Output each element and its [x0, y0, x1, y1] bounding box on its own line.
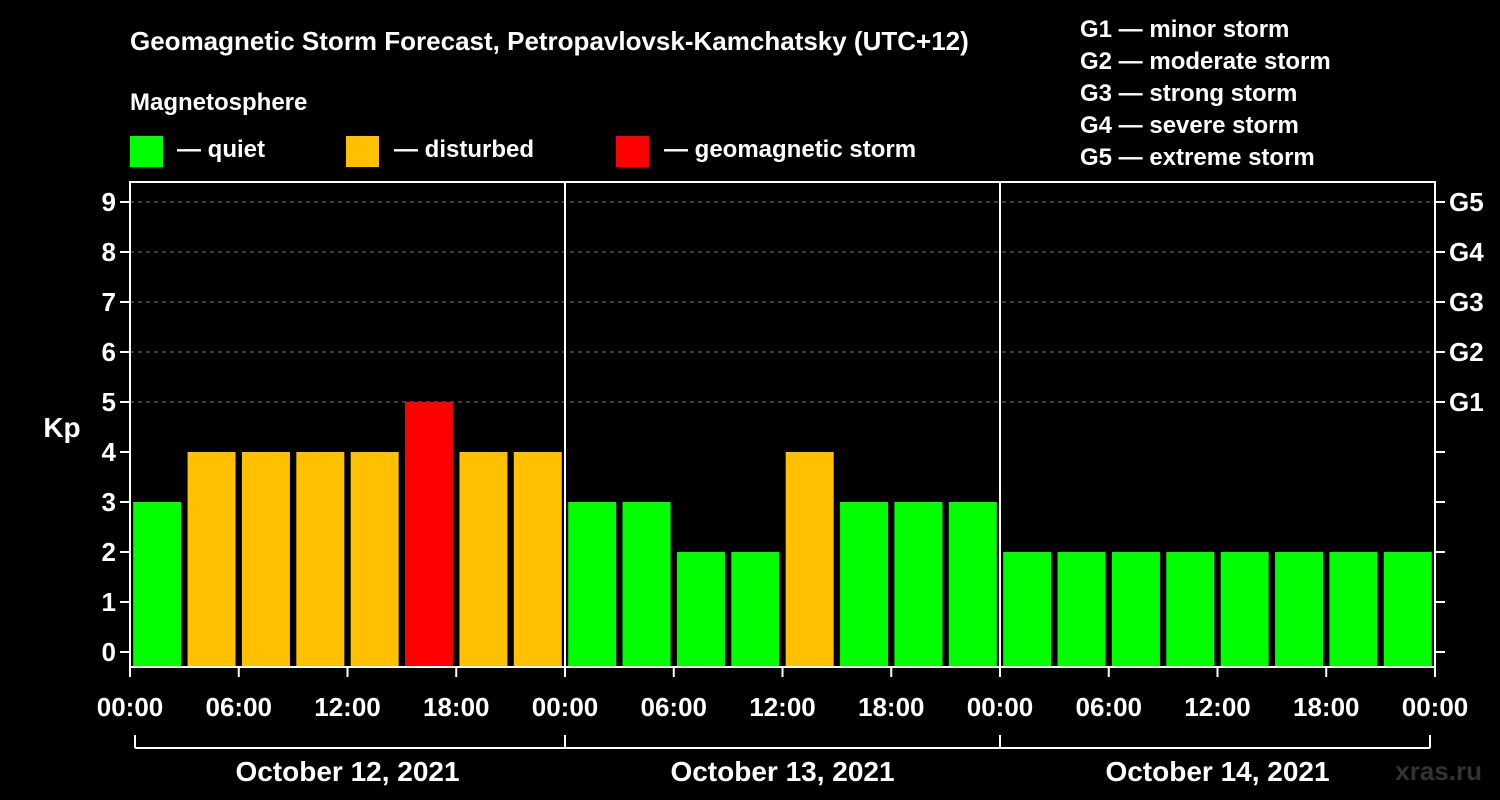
- g-scale-label: G3: [1449, 287, 1484, 317]
- bar-kp: [785, 452, 834, 667]
- bar-kp: [948, 502, 997, 667]
- storm-scale-g5: G5 — extreme storm: [1080, 144, 1315, 171]
- y-tick-label: 2: [102, 537, 116, 567]
- x-tick-label: 00:00: [532, 692, 599, 722]
- g-scale-axis: G1 G2 G3 G4 G5: [1435, 187, 1484, 653]
- bar-kp: [133, 502, 182, 667]
- g-scale-label: G5: [1449, 187, 1484, 217]
- storm-scale-g4: G4 — severe storm: [1080, 112, 1299, 139]
- bar-kp: [1329, 552, 1378, 667]
- x-tick-label: 00:00: [1402, 692, 1469, 722]
- x-tick-label: 06:00: [641, 692, 708, 722]
- legend-title: Magnetosphere: [130, 89, 307, 116]
- plot-frame: [129, 181, 1436, 668]
- g-scale-label: G2: [1449, 337, 1484, 367]
- bar-kp: [676, 552, 725, 667]
- bar-kp: [1220, 552, 1269, 667]
- g-scale-label: G1: [1449, 387, 1484, 417]
- x-tick-label: 12:00: [314, 692, 381, 722]
- watermark: xras.ru: [1395, 756, 1482, 786]
- x-tick-label: 18:00: [423, 692, 490, 722]
- legend-label-storm: — geomagnetic storm: [664, 136, 916, 163]
- bar-kp: [840, 502, 889, 667]
- y-axis: 0 1 2 3 4 5 6 7 8 9: [102, 187, 130, 667]
- x-tick-label: 00:00: [97, 692, 164, 722]
- y-tick-label: 8: [102, 237, 116, 267]
- bar-kp: [1166, 552, 1215, 667]
- bar-kp: [296, 452, 345, 667]
- legend-swatch-quiet: [130, 136, 163, 167]
- x-tick-label: 06:00: [206, 692, 273, 722]
- x-tick-label: 18:00: [1293, 692, 1360, 722]
- day-labels: October 12, 2021 October 13, 2021 October …: [134, 735, 1431, 787]
- bar-kp: [405, 402, 454, 667]
- bar-kp: [241, 452, 290, 667]
- storm-scale-g3: G3 — strong storm: [1080, 80, 1297, 107]
- y-tick-label: 3: [102, 487, 116, 517]
- bars: [133, 402, 1432, 667]
- x-tick-label: 12:00: [1184, 692, 1251, 722]
- bar-kp: [1057, 552, 1106, 667]
- bar-kp: [731, 552, 780, 667]
- storm-scale-g2: G2 — moderate storm: [1080, 48, 1331, 75]
- grid-lines: [130, 201, 1435, 403]
- y-axis-label: Kp: [43, 412, 80, 443]
- y-tick-label: 0: [102, 637, 116, 667]
- bar-kp: [513, 452, 562, 667]
- bar-kp: [459, 452, 508, 667]
- x-tick-label: 18:00: [858, 692, 925, 722]
- y-tick-label: 1: [102, 587, 116, 617]
- bar-kp: [1111, 552, 1160, 667]
- x-axis: 00:00 06:00 12:00 18:00 00:00 06:00 12:00 18:00…: [97, 667, 1469, 722]
- bar-kp: [350, 452, 399, 667]
- y-tick-label: 9: [102, 187, 116, 217]
- legend-label-quiet: — quiet: [177, 136, 265, 163]
- bar-kp: [622, 502, 671, 667]
- legend: — quiet — disturbed — geomagnetic storm: [130, 136, 916, 167]
- y-tick-label: 5: [102, 387, 116, 417]
- x-tick-label: 06:00: [1076, 692, 1143, 722]
- day-label: October 14, 2021: [1105, 756, 1329, 787]
- x-tick-label: 00:00: [967, 692, 1034, 722]
- x-tick-label: 12:00: [749, 692, 816, 722]
- bar-kp: [1383, 552, 1432, 667]
- legend-label-disturbed: — disturbed: [394, 136, 534, 163]
- y-tick-label: 4: [102, 437, 117, 467]
- day-label: October 13, 2021: [670, 756, 894, 787]
- bar-kp: [894, 502, 943, 667]
- y-tick-label: 6: [102, 337, 116, 367]
- g-scale-label: G4: [1449, 237, 1484, 267]
- bar-kp: [568, 502, 617, 667]
- y-tick-label: 7: [102, 287, 116, 317]
- bar-kp: [1275, 552, 1324, 667]
- day-label: October 12, 2021: [235, 756, 459, 787]
- chart-title: Geomagnetic Storm Forecast, Petropavlovs…: [130, 26, 969, 56]
- bar-kp: [1003, 552, 1052, 667]
- storm-scale-legend: G1 — minor storm G2 — moderate storm G3 …: [1080, 16, 1331, 171]
- legend-swatch-storm: [616, 136, 649, 167]
- storm-scale-g1: G1 — minor storm: [1080, 16, 1289, 43]
- bar-kp: [187, 452, 236, 667]
- legend-swatch-disturbed: [346, 136, 379, 167]
